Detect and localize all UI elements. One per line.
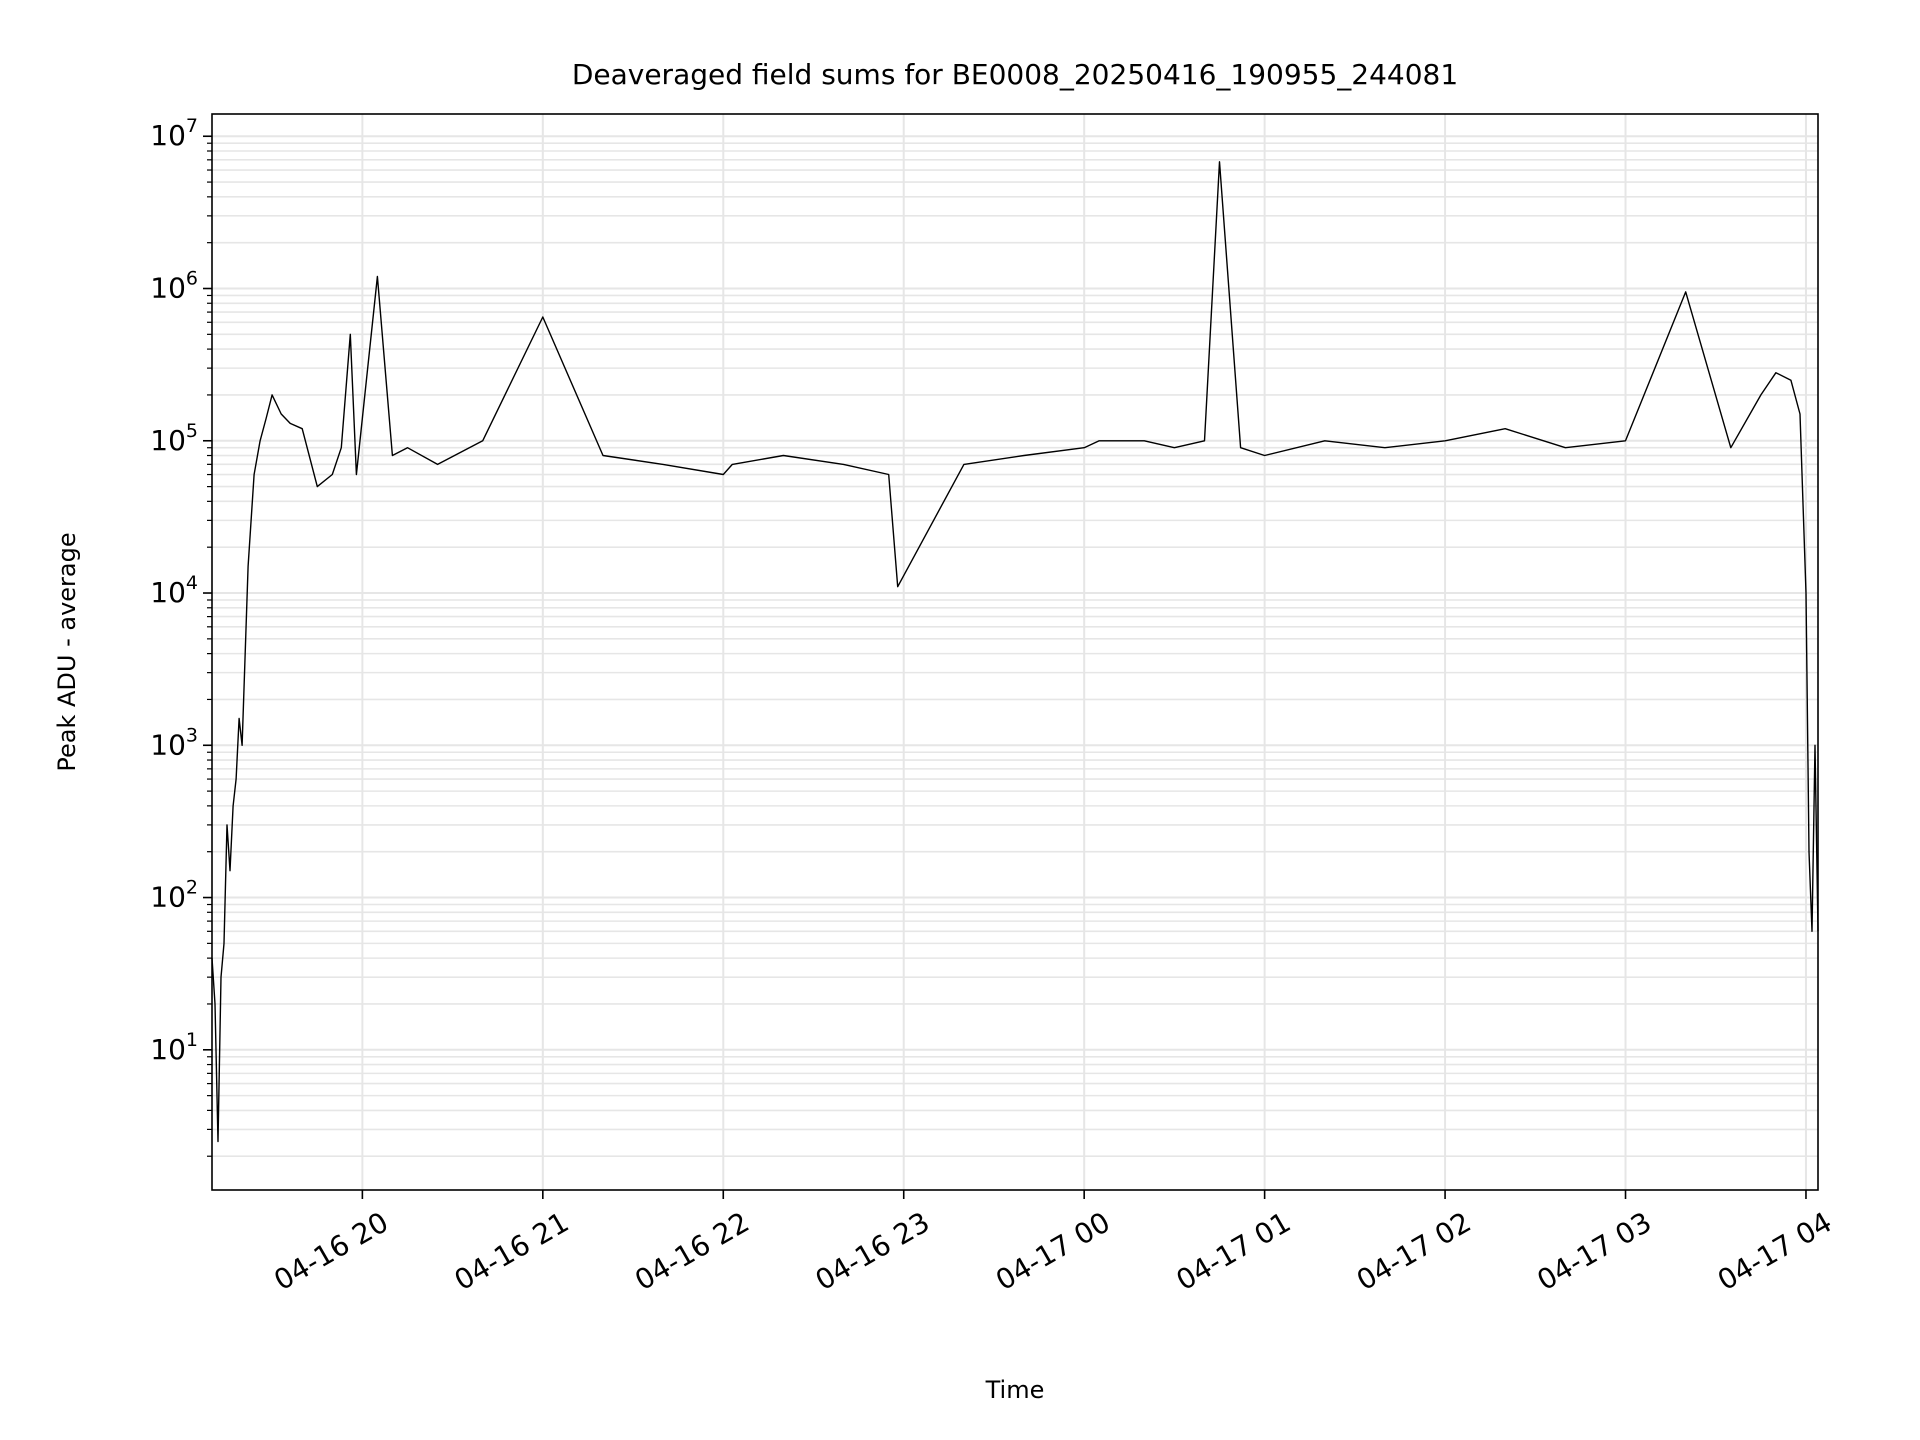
x-axis-label: Time: [985, 1376, 1045, 1404]
chart-title: Deaveraged field sums for BE0008_2025041…: [572, 58, 1458, 91]
data-line-layer: [211, 161, 1819, 1143]
plot-frame: [211, 113, 1819, 1191]
y-axis-label: Peak ADU - average: [53, 532, 81, 771]
data-series-line: [211, 161, 1819, 1143]
grid: [212, 114, 1818, 1190]
